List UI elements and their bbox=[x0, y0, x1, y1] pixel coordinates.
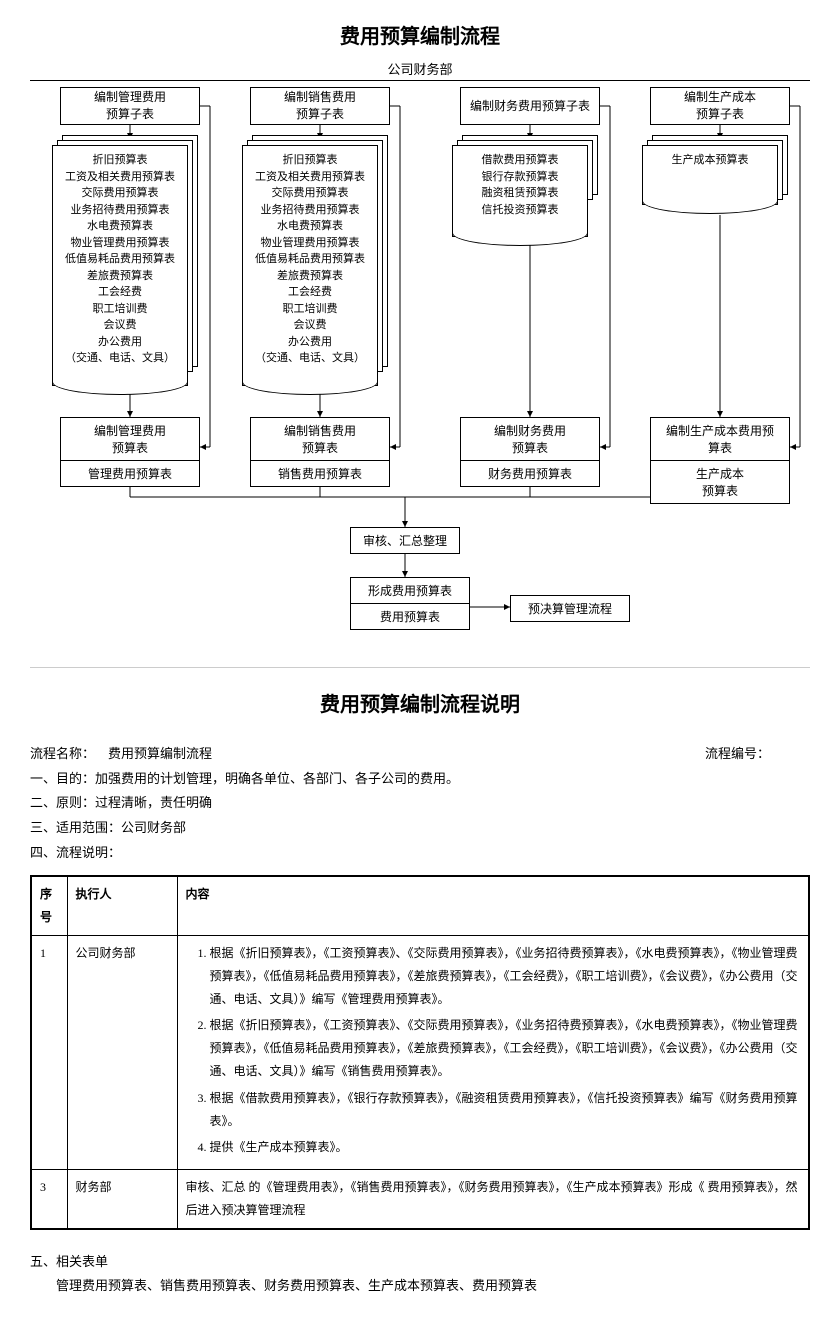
column-header-3: 编制生产成本预算子表 bbox=[650, 87, 790, 125]
cell-seq: 3 bbox=[31, 1170, 67, 1229]
process-name-value: 费用预算编制流程 bbox=[108, 746, 212, 761]
table-header-2: 内容 bbox=[177, 876, 809, 935]
form-box: 形成费用预算表费用预算表 bbox=[350, 577, 470, 630]
desc-line-2: 三、适用范围：公司财务部 bbox=[30, 816, 810, 841]
department-label: 公司财务部 bbox=[30, 59, 810, 81]
list-item: 根据《借款费用预算表》，《银行存款预算表》，《融资租赁费用预算表》，《信托投资预… bbox=[210, 1087, 801, 1133]
column-header-1: 编制销售费用预算子表 bbox=[250, 87, 390, 125]
next-process-box: 预决算管理流程 bbox=[510, 595, 630, 622]
description-title: 费用预算编制流程说明 bbox=[30, 688, 810, 717]
review-box: 审核、汇总整理 bbox=[350, 527, 460, 554]
doc-stack-2: 借款费用预算表银行存款预算表融资租赁预算表信托投资预算表 bbox=[452, 145, 592, 237]
doc-stack-0: 折旧预算表工资及相关费用预算表交际费用预算表业务招待费用预算表水电费预算表物业管… bbox=[52, 145, 192, 386]
cell-content: 根据《折旧预算表》，《工资预算表》、《交际费用预算表》，《业务招待费预算表》，《… bbox=[177, 936, 809, 1170]
table-row: 3财务部审核、汇总 的《管理费用表》，《销售费用预算表》，《财务费用预算表》，《… bbox=[31, 1170, 809, 1229]
flowchart-diagram: 编制管理费用预算子表折旧预算表工资及相关费用预算表交际费用预算表业务招待费用预算… bbox=[30, 87, 810, 647]
summary-box-0: 编制管理费用预算表管理费用预算表 bbox=[60, 417, 200, 487]
list-item: 根据《折旧预算表》，《工资预算表》、《交际费用预算表》，《业务招待费预算表》，《… bbox=[210, 1014, 801, 1082]
doc-stack-1: 折旧预算表工资及相关费用预算表交际费用预算表业务招待费用预算表水电费预算表物业管… bbox=[242, 145, 382, 386]
cell-exec: 财务部 bbox=[67, 1170, 177, 1229]
process-number-label: 流程编号： bbox=[705, 742, 810, 767]
table-row: 1公司财务部根据《折旧预算表》，《工资预算表》、《交际费用预算表》，《业务招待费… bbox=[31, 936, 809, 1170]
page-title: 费用预算编制流程 bbox=[30, 20, 810, 49]
doc-stack-3: 生产成本预算表 bbox=[642, 145, 782, 205]
desc-line-3: 四、流程说明： bbox=[30, 841, 810, 866]
table-header-0: 序号 bbox=[31, 876, 67, 935]
list-item: 提供《生产成本预算表》。 bbox=[210, 1136, 801, 1159]
summary-box-2: 编制财务费用预算表财务费用预算表 bbox=[460, 417, 600, 487]
column-header-2: 编制财务费用预算子表 bbox=[460, 87, 600, 125]
desc-line-1: 二、原则：过程清晰，责任明确 bbox=[30, 791, 810, 816]
page-separator bbox=[30, 667, 810, 668]
process-name-label: 流程名称： bbox=[30, 746, 95, 761]
cell-seq: 1 bbox=[31, 936, 67, 1170]
cell-content: 审核、汇总 的《管理费用表》，《销售费用预算表》，《财务费用预算表》，《生产成本… bbox=[177, 1170, 809, 1229]
description-table: 序号执行人内容 1公司财务部根据《折旧预算表》，《工资预算表》、《交际费用预算表… bbox=[30, 875, 810, 1229]
desc-line-0: 一、目的：加强费用的计划管理，明确各单位、各部门、各子公司的费用。 bbox=[30, 767, 810, 792]
table-header-1: 执行人 bbox=[67, 876, 177, 935]
summary-box-1: 编制销售费用预算表销售费用预算表 bbox=[250, 417, 390, 487]
section-5-body: 管理费用预算表、销售费用预算表、财务费用预算表、生产成本预算表、费用预算表 bbox=[30, 1274, 810, 1299]
summary-box-3: 编制生产成本费用预算表生产成本预算表 bbox=[650, 417, 790, 504]
column-header-0: 编制管理费用预算子表 bbox=[60, 87, 200, 125]
list-item: 根据《折旧预算表》，《工资预算表》、《交际费用预算表》，《业务招待费预算表》，《… bbox=[210, 942, 801, 1010]
description-body: 流程名称： 费用预算编制流程 流程编号： 一、目的：加强费用的计划管理，明确各单… bbox=[30, 742, 810, 1299]
cell-exec: 公司财务部 bbox=[67, 936, 177, 1170]
section-5-title: 五、相关表单 bbox=[30, 1250, 810, 1275]
